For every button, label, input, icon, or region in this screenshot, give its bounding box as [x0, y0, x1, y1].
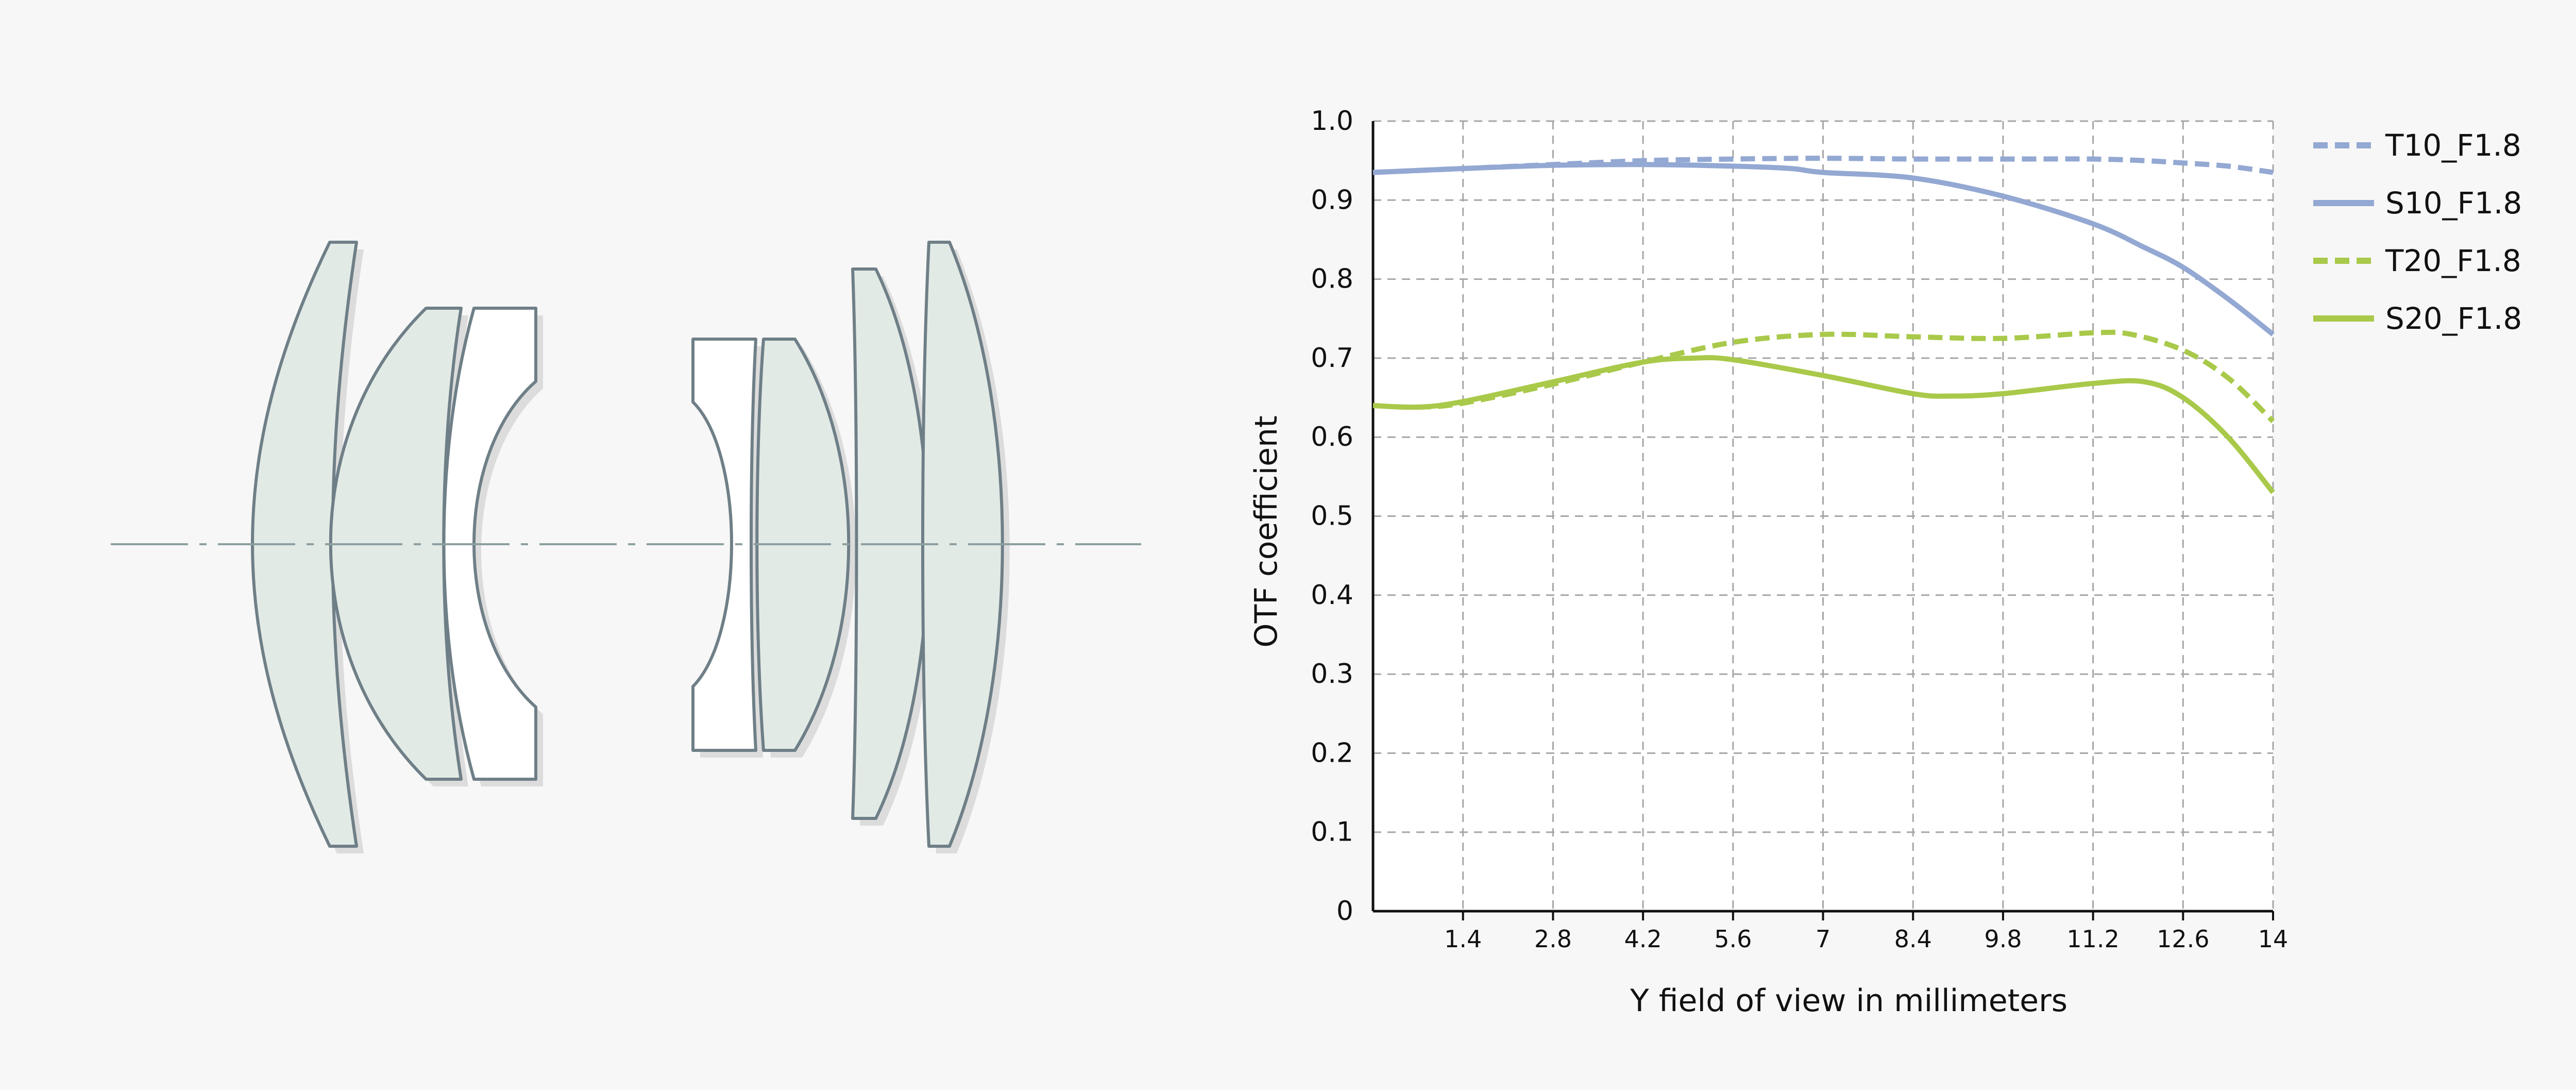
lens-element-4	[691, 338, 757, 752]
legend-item: S10_F1.8	[2313, 186, 2522, 221]
x-axis-title: Y field of view in millimeters	[1630, 983, 2067, 1019]
y-tick-label: 1.0	[1311, 106, 1353, 137]
y-tick-label: 0.9	[1311, 185, 1353, 215]
y-tick-label: 0.5	[1311, 501, 1353, 532]
lens-element-7	[921, 241, 1004, 848]
lens-diagram	[111, 241, 1141, 853]
series-line-T10_F1.8	[1372, 156, 2274, 175]
x-tick-label: 9.8	[1984, 925, 2022, 953]
x-tick-label: 5.6	[1714, 925, 1752, 953]
y-axis-ticks: 0 0.1 0.2 0.3 0.4 0.5 0.6 0.7 0.8 0.9 1.0	[1311, 106, 1353, 927]
legend-label: S10_F1.8	[2385, 186, 2522, 221]
y-tick-label: 0.7	[1311, 343, 1353, 374]
series-line-S10_F1.8	[1372, 162, 2275, 337]
legend-item: T10_F1.8	[2313, 128, 2521, 163]
otf-chart: 0 0.1 0.2 0.3 0.4 0.5 0.6 0.7 0.8 0.9 1.0 1.4 2.8 4.…	[1248, 106, 2522, 1019]
lens-element-1	[251, 241, 358, 848]
x-tick-label: 11.2	[2066, 925, 2119, 953]
x-tick-label: 2.8	[1534, 925, 1572, 953]
y-tick-label: 0.2	[1311, 737, 1353, 768]
y-tick-label: 0.1	[1311, 817, 1353, 848]
y-tick-label: 0.3	[1311, 659, 1353, 690]
y-axis-title: OTF coefficient	[1248, 415, 1284, 647]
y-tick-label: 0.8	[1311, 264, 1353, 295]
legend: T10_F1.8 S10_F1.8 T20_F1.8 S20_F1.8	[2313, 128, 2522, 336]
y-tick-label: 0.6	[1311, 422, 1353, 452]
x-tick-label: 14	[2258, 925, 2289, 953]
series-line-T20_F1.8	[1372, 329, 2275, 424]
series-lines	[1372, 156, 2275, 494]
x-tick-label: 8.4	[1894, 925, 1932, 953]
grid	[1373, 120, 2274, 911]
x-tick-label: 7	[1816, 925, 1831, 953]
legend-item: S20_F1.8	[2313, 301, 2522, 336]
legend-label: T20_F1.8	[2385, 243, 2521, 278]
x-tick-label: 12.6	[2157, 925, 2209, 953]
lens-element-3	[442, 307, 537, 781]
legend-label: S20_F1.8	[2385, 301, 2522, 336]
legend-label: T10_F1.8	[2385, 128, 2521, 163]
y-tick-label: 0	[1336, 896, 1353, 927]
x-tick-label: 1.4	[1444, 925, 1482, 953]
y-tick-label: 0.4	[1311, 580, 1353, 611]
x-tick-label: 4.2	[1624, 925, 1662, 953]
legend-item: T20_F1.8	[2313, 243, 2521, 278]
series-line-S20_F1.8	[1372, 355, 2275, 494]
x-axis-ticks: 1.4 2.8 4.2 5.6 7 8.4 9.8 11.2 12.6 14	[1444, 911, 2288, 953]
